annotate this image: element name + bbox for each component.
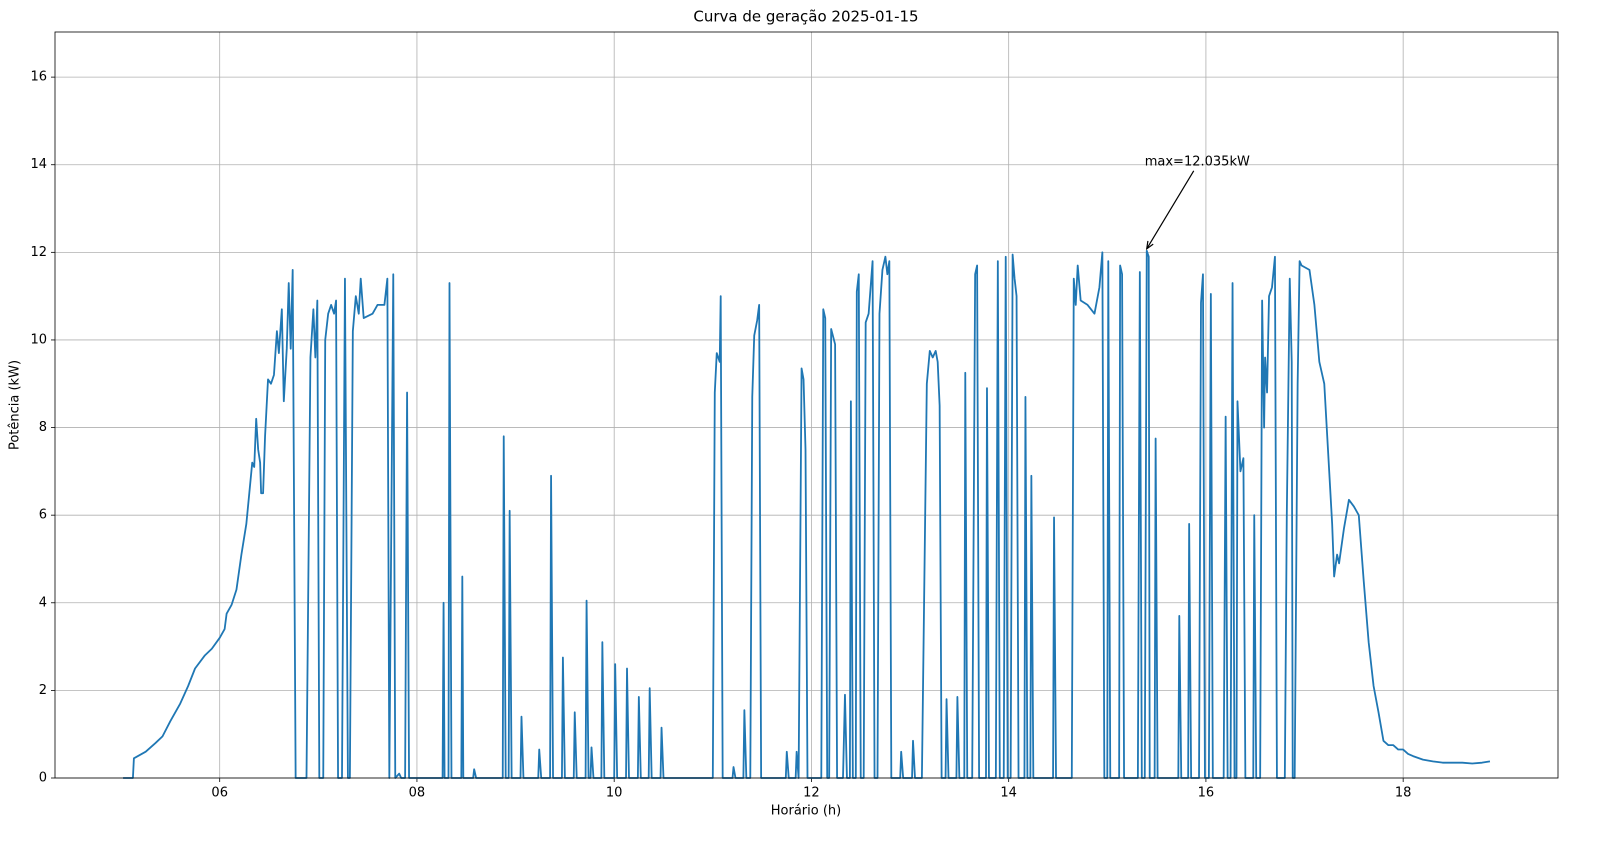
y-tick-label: 0 <box>39 771 47 786</box>
y-tick-label: 16 <box>30 70 47 85</box>
x-tick-label: 18 <box>1395 786 1412 801</box>
x-tick-label: 10 <box>606 786 623 801</box>
x-tick-label: 12 <box>803 786 820 801</box>
y-tick-label: 14 <box>30 157 47 172</box>
x-tick-label: 14 <box>1000 786 1017 801</box>
annotation-arrowhead <box>1145 240 1154 251</box>
data-line <box>123 249 1491 779</box>
annotation-arrow <box>1146 170 1195 250</box>
x-tick-label: 16 <box>1198 786 1215 801</box>
plot-frame <box>54 31 1559 779</box>
x-axis-label: Horário (h) <box>771 804 841 819</box>
x-tick-label: 06 <box>211 786 228 801</box>
y-tick-label: 12 <box>30 245 47 260</box>
y-tick-label: 10 <box>30 332 47 347</box>
y-tick-label: 2 <box>39 683 47 698</box>
chart-title: Curva de geração 2025-01-15 <box>693 8 918 26</box>
y-tick-label: 4 <box>39 595 47 610</box>
y-axis-label: Potência (kW) <box>8 360 23 450</box>
x-tick-label: 08 <box>409 786 426 801</box>
y-tick-label: 6 <box>39 508 47 523</box>
y-tick-label: 8 <box>39 420 47 435</box>
annotation-text: max=12.035kW <box>1145 154 1250 169</box>
